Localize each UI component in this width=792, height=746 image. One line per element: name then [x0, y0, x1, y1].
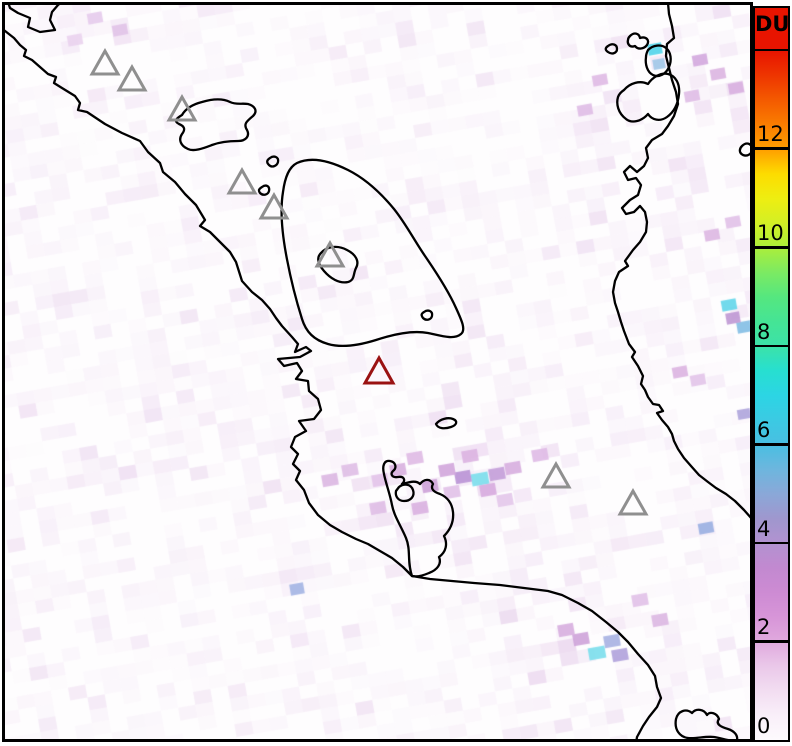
coastline-northeast-islet-small [604, 43, 619, 55]
coastline-northwest-island [174, 98, 257, 152]
coastline-and-markers-layer [5, 5, 750, 739]
colorbar-tick-mark [755, 246, 788, 249]
coastline-mainland-west-coast [5, 29, 663, 739]
coastline-northeast-island-twolobe [616, 72, 681, 123]
colorbar-tick-mark [755, 640, 788, 643]
colorbar-tick-label: 8 [757, 319, 771, 344]
colorbar-tick-mark [755, 147, 788, 150]
volcano-triangle-marker [617, 487, 649, 516]
colorbar-tick-mark [755, 48, 788, 52]
colorbar-tick-mark [755, 443, 788, 446]
colorbar-tick-label: 2 [757, 615, 771, 640]
coastline-islet-b [257, 184, 271, 196]
erupting-volcano-marker [362, 354, 396, 385]
coastline-central-island [280, 158, 465, 347]
volcano-triangle-marker [314, 239, 346, 268]
colorbar-tick-label: 12 [757, 122, 784, 147]
map-panel [2, 2, 753, 742]
coastline-central-island-caldera-lake [317, 245, 359, 284]
coastline-south-peninsula [382, 459, 455, 578]
colorbar-tick-label: 4 [757, 516, 771, 541]
volcano-triangle-marker [258, 191, 290, 220]
colorbar-tick-label: 0 [757, 714, 771, 738]
colorbar-tick-label: 6 [757, 418, 771, 443]
coastline-southeast-island [674, 708, 739, 739]
volcano-triangle-marker [226, 166, 258, 195]
volcano-triangle-marker [166, 93, 198, 122]
coastline-east-archipelago-coast [611, 5, 750, 519]
coastline-right-edge-islet [738, 142, 750, 157]
du-heatmap-canvas [5, 5, 750, 739]
volcano-triangle-marker [89, 47, 121, 76]
coastline-northeast-islet-eight [626, 32, 650, 50]
coastline-central-island-islet [420, 309, 434, 321]
volcano-triangle-marker [540, 460, 572, 489]
du-colorbar: DU 12 10 8 6 4 2 0 [753, 6, 790, 742]
colorbar-tick-label: 10 [757, 221, 784, 245]
colorbar-tick-mark [755, 344, 788, 348]
coastline-islet-a [266, 155, 280, 168]
coastline-south-peninsula-islet [394, 483, 415, 503]
colorbar-tick-mark [755, 541, 788, 545]
volcano-triangle-marker [116, 63, 148, 92]
coastline-northwest-top-squiggle [7, 5, 60, 34]
colorbar-unit-label: DU [755, 12, 790, 36]
coastline-mid-islet-pair [434, 417, 458, 430]
